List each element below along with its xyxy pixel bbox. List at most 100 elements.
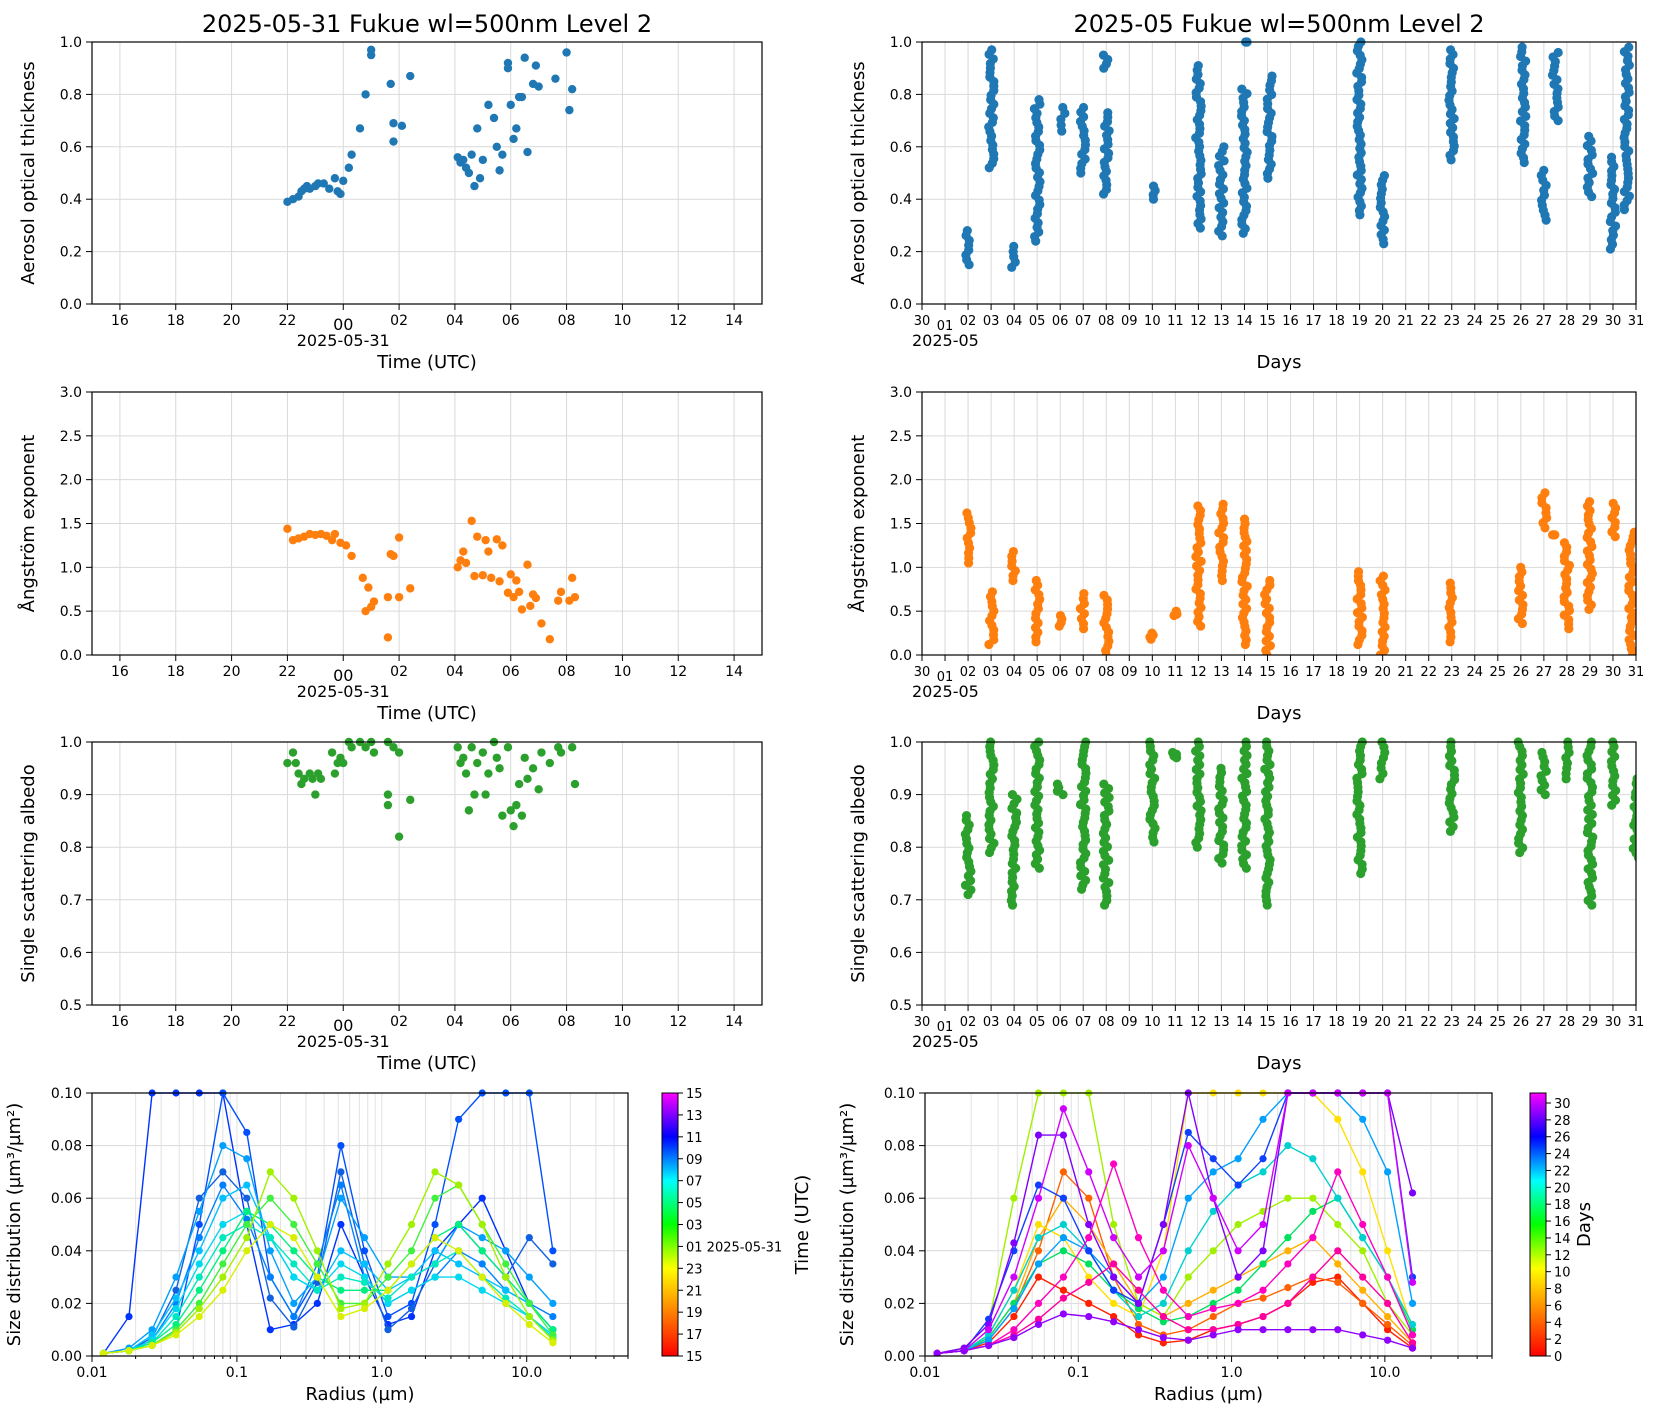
data-point xyxy=(545,758,555,768)
data-point xyxy=(509,592,518,602)
data-point xyxy=(498,541,507,550)
data-point xyxy=(384,1312,392,1321)
data-point xyxy=(531,61,541,70)
x-tick-label: 10 xyxy=(1144,314,1161,329)
series-line xyxy=(103,1210,554,1355)
data-point xyxy=(464,168,474,178)
data-point xyxy=(1383,1299,1392,1307)
data-point xyxy=(172,1294,180,1302)
series-line xyxy=(936,1092,1414,1355)
data-point xyxy=(219,1220,227,1229)
data-point xyxy=(219,1181,227,1189)
data-point xyxy=(1099,779,1109,789)
x-tick-label: 20 xyxy=(223,664,241,680)
data-point xyxy=(459,547,468,556)
data-point xyxy=(1309,1278,1317,1286)
data-point xyxy=(1359,1299,1367,1307)
series-line xyxy=(103,1223,554,1355)
data-point xyxy=(1632,774,1636,784)
y-tick-label: 1.0 xyxy=(890,735,912,751)
data-point xyxy=(1148,181,1159,191)
data-point xyxy=(407,1260,416,1268)
x-tick-label: 19 xyxy=(1351,665,1368,680)
data-point xyxy=(1078,102,1089,113)
series-line xyxy=(937,1144,1414,1355)
x-tick-label: 09 xyxy=(1121,1015,1138,1030)
data-point xyxy=(517,811,527,820)
colorbar-label: Time (UTC) xyxy=(792,1175,813,1276)
x-tick-label: 0.01 xyxy=(909,1365,940,1381)
data-point xyxy=(473,532,482,541)
data-point xyxy=(1159,1312,1167,1321)
x-tick-label: 10 xyxy=(614,664,632,680)
colorbar-tick-label: 21 xyxy=(686,1284,703,1299)
y-tick-label: 0.6 xyxy=(890,945,912,961)
data-point xyxy=(337,1194,345,1202)
data-point xyxy=(453,743,462,752)
data-point xyxy=(1259,1326,1267,1334)
data-point xyxy=(1184,1142,1192,1150)
x-date-label: 2025-05 xyxy=(912,331,979,350)
data-point xyxy=(407,1305,416,1313)
x-tick-label: 22 xyxy=(279,313,297,329)
data-point xyxy=(1059,1234,1068,1242)
y-tick-label: 0.06 xyxy=(884,1191,915,1207)
colorbar-tick-label: 11 xyxy=(686,1131,703,1146)
y-tick-label: 0.9 xyxy=(890,788,912,804)
data-point xyxy=(1383,1273,1392,1281)
x-tick-label: 30 xyxy=(914,314,931,329)
data-point xyxy=(525,1234,533,1242)
data-point xyxy=(125,1312,133,1321)
data-point xyxy=(478,1286,486,1294)
y-tick-label: 0.4 xyxy=(60,192,82,208)
data-point xyxy=(384,1273,392,1281)
data-point xyxy=(1209,1331,1217,1339)
data-point xyxy=(461,769,471,778)
data-point xyxy=(1408,1273,1417,1281)
data-point xyxy=(355,124,365,133)
y-tick-label: 0.5 xyxy=(890,998,912,1014)
x-axis-label: Days xyxy=(1257,352,1302,373)
colorbar-tick-label: 22 xyxy=(1554,1164,1571,1179)
y-tick-label: 1.0 xyxy=(60,35,82,51)
series-line xyxy=(937,1249,1414,1355)
data-point xyxy=(960,1347,968,1355)
data-point xyxy=(290,1247,298,1255)
x-tick-label: 14 xyxy=(725,1014,743,1030)
x-tick-label: 06 xyxy=(1052,314,1069,329)
data-point xyxy=(1134,1331,1143,1339)
x-tick-label: 16 xyxy=(111,664,129,680)
colorbar-tick-label: 09 xyxy=(686,1153,703,1168)
data-point xyxy=(478,155,488,165)
colorbar-tick-label: 10 xyxy=(1554,1266,1571,1281)
x-tick-label: 08 xyxy=(558,1014,576,1030)
data-point xyxy=(1265,575,1275,586)
data-point xyxy=(570,592,580,602)
data-point xyxy=(384,1299,392,1307)
data-point xyxy=(1110,1286,1118,1294)
x-tick-label: 09 xyxy=(1121,665,1138,680)
data-point xyxy=(475,174,485,183)
data-point xyxy=(383,592,393,602)
data-point xyxy=(360,1305,369,1313)
y-tick-label: 0.6 xyxy=(60,140,82,156)
data-point xyxy=(484,547,493,556)
plot-area xyxy=(99,1089,557,1356)
data-point xyxy=(1134,1312,1143,1321)
data-point xyxy=(1359,1286,1367,1294)
data-point xyxy=(407,1220,416,1229)
data-point xyxy=(337,1142,345,1150)
data-point xyxy=(1237,84,1247,94)
data-point xyxy=(195,1286,203,1294)
data-point xyxy=(1408,1331,1417,1339)
data-point xyxy=(1010,1194,1018,1202)
y-tick-label: 0.8 xyxy=(890,87,912,103)
data-point xyxy=(502,1286,510,1294)
colorbar-tick-label: 05 xyxy=(686,1197,703,1212)
x-tick-label: 04 xyxy=(446,313,464,329)
data-point xyxy=(1209,1312,1217,1321)
x-tick-label: 14 xyxy=(1236,665,1253,680)
data-point xyxy=(1359,1168,1367,1176)
data-point xyxy=(1408,1344,1417,1352)
data-point xyxy=(397,121,407,131)
